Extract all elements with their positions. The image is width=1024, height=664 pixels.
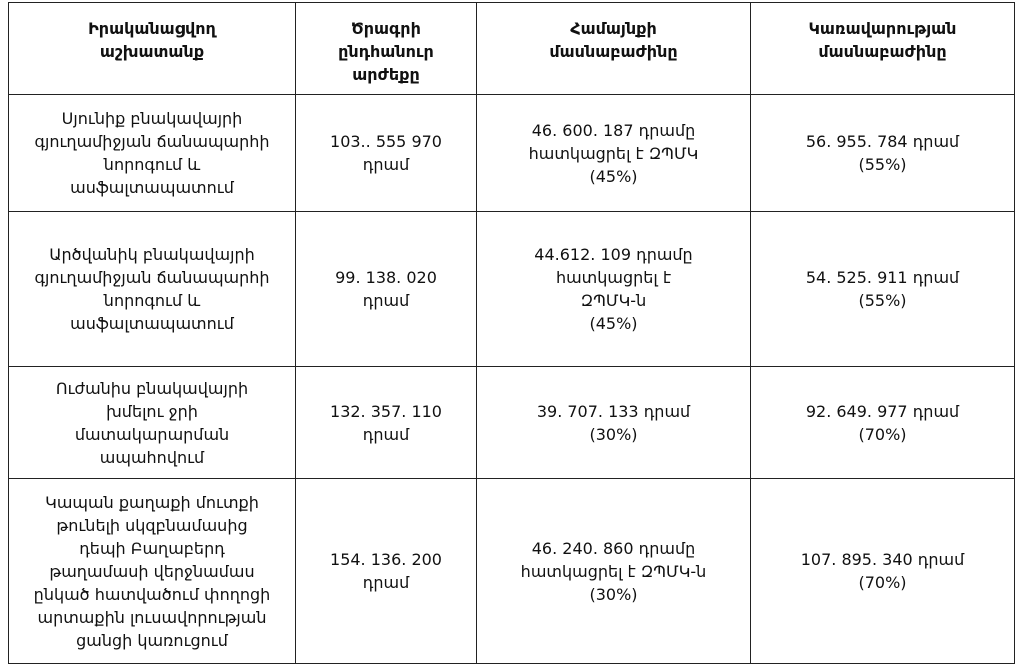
cell-line: ապահովում	[99, 447, 205, 467]
cell-line: գյուղամիջյան ճանապարհի	[34, 132, 270, 151]
cell-line: (55%)	[858, 155, 907, 174]
cell-line: (70%)	[858, 573, 907, 592]
table-cell: Ուժանիս բնակավայրի խմելու ջրի մատակարարման…	[8, 366, 296, 479]
cell-line: ընկած հատվածում փողոցի	[33, 584, 271, 604]
table-cell: 107. 895. 340 դրամ (70%)	[750, 478, 1015, 664]
cell-line: մատակարարման	[74, 424, 230, 444]
cell-line: հատկացրել է ԶՊՄԿ	[528, 143, 699, 163]
cell-line: Կառավարության	[808, 19, 957, 38]
cell-line: (45%)	[589, 166, 638, 186]
table-row: Արծվանիկ բնակավայրի գյուղամիջյան ճանապարհ…	[8, 211, 1015, 367]
cell-line: հատկացրել է ԶՊՄԿ-ն	[520, 561, 707, 581]
cell-line: 46. 240. 860 դրամը	[531, 538, 696, 558]
cell-line: (45%)	[589, 314, 638, 333]
cell-line: 103.. 555 970	[330, 132, 442, 151]
cell-line: 56. 955. 784 դրամ	[805, 132, 960, 151]
cell-line: (55%)	[858, 291, 907, 310]
header-row: Իրականացվող աշխատանք Ծրագրի ընդհանուր արժեքը…	[8, 2, 1015, 95]
cell-line: Համայնքի	[570, 19, 657, 38]
cell-line: ԶՊՄԿ-ն	[580, 291, 647, 310]
cell-line: դրամ	[362, 291, 410, 310]
cell-line: ասֆալտապատում	[70, 314, 234, 333]
cell-line: արտաքին լուսավորության	[37, 607, 267, 627]
cell-line: 132. 357. 110	[330, 401, 442, 421]
header-cell: Իրականացվող աշխատանք	[8, 2, 296, 95]
cell-line: 92. 649. 977 դրամ	[805, 401, 960, 421]
table-cell: 99. 138. 020 դրամ	[295, 211, 477, 367]
table-cell: 103.. 555 970 դրամ	[295, 94, 477, 212]
table-cell: 54. 525. 911 դրամ (55%)	[750, 211, 1015, 367]
cell-line: խմելու ջրի	[106, 401, 198, 421]
cell-line: 39. 707. 133 դրամ	[536, 401, 691, 421]
cell-line: ասֆալտապատում	[70, 178, 234, 197]
cell-line: 44.612. 109 դրամը	[534, 245, 693, 264]
cell-line: Արծվանիկ բնակավայրի	[49, 245, 255, 264]
cell-line: մասնաբաժինը	[818, 42, 947, 61]
table-row: Ուժանիս բնակավայրի խմելու ջրի մատակարարման…	[8, 366, 1015, 479]
cell-line: մասնաբաժինը	[549, 42, 678, 61]
cell-line: ցանցի կառուցում	[76, 630, 228, 650]
cell-line: 99. 138. 020	[335, 268, 437, 287]
cell-line: Իրականացվող	[88, 19, 216, 38]
cell-line: աշխատանք	[99, 42, 205, 61]
table-cell: 92. 649. 977 դրամ (70%)	[750, 366, 1015, 479]
table-cell: 56. 955. 784 դրամ (55%)	[750, 94, 1015, 212]
table-row: Կապան քաղաքի մուտքի թունելի սկզբնամասից դե…	[8, 478, 1015, 664]
cell-line: հատկացրել է	[555, 268, 672, 287]
header-cell: Համայնքի մասնաբաժինը	[476, 2, 751, 95]
cell-line: Կապան քաղաքի մուտքի	[45, 492, 259, 512]
cell-line: արժեքը	[352, 65, 420, 84]
table-cell: 39. 707. 133 դրամ (30%)	[476, 366, 751, 479]
cell-line: (30%)	[589, 584, 638, 604]
cell-line: դրամ	[362, 573, 410, 592]
cell-line: դրամ	[362, 424, 410, 444]
cell-line: նորոգում և	[103, 291, 201, 310]
cell-line: 154. 136. 200	[330, 550, 442, 569]
cell-line: (30%)	[589, 424, 638, 444]
table-cell: 132. 357. 110 դրամ	[295, 366, 477, 479]
header-cell: Ծրագրի ընդհանուր արժեքը	[295, 2, 477, 95]
cell-line: Սյունիք բնակավայրի	[61, 109, 243, 128]
budget-table: Իրականացվող աշխատանք Ծրագրի ընդհանուր արժեքը…	[8, 2, 1015, 664]
table-cell: Սյունիք բնակավայրի գյուղամիջյան ճանապարհի…	[8, 94, 296, 212]
cell-line: թաղամասի վերջնամաս	[49, 561, 255, 581]
cell-line: դրամ	[362, 155, 410, 174]
cell-line: 107. 895. 340 դրամ	[800, 550, 965, 569]
header-cell: Կառավարության մասնաբաժինը	[750, 2, 1015, 95]
cell-line: նորոգում և	[103, 155, 201, 174]
cell-line: Ուժանիս բնակավայրի	[55, 378, 249, 398]
cell-line: 54. 525. 911 դրամ	[805, 268, 960, 287]
table-cell: 46. 600. 187 դրամը հատկացրել է ԶՊՄԿ (45%)	[476, 94, 751, 212]
cell-line: թունելի սկզբնամասից	[56, 515, 248, 535]
table-cell: 46. 240. 860 դրամը հատկացրել է ԶՊՄԿ-ն (30%…	[476, 478, 751, 664]
cell-line: 46. 600. 187 դրամը	[531, 120, 696, 140]
table-cell: 44.612. 109 դրամը հատկացրել է ԶՊՄԿ-ն (45%)	[476, 211, 751, 367]
cell-line: գյուղամիջյան ճանապարհի	[34, 268, 270, 287]
cell-line: դեպի Բաղաբերդ	[79, 538, 225, 558]
cell-line: Ծրագրի	[351, 19, 421, 38]
table-row: Սյունիք բնակավայրի գյուղամիջյան ճանապարհի…	[8, 94, 1015, 212]
cell-line: (70%)	[858, 424, 907, 444]
cell-line: ընդհանուր	[338, 42, 434, 61]
table-cell: Արծվանիկ բնակավայրի գյուղամիջյան ճանապարհ…	[8, 211, 296, 367]
table-cell: 154. 136. 200 դրամ	[295, 478, 477, 664]
table-cell: Կապան քաղաքի մուտքի թունելի սկզբնամասից դե…	[8, 478, 296, 664]
